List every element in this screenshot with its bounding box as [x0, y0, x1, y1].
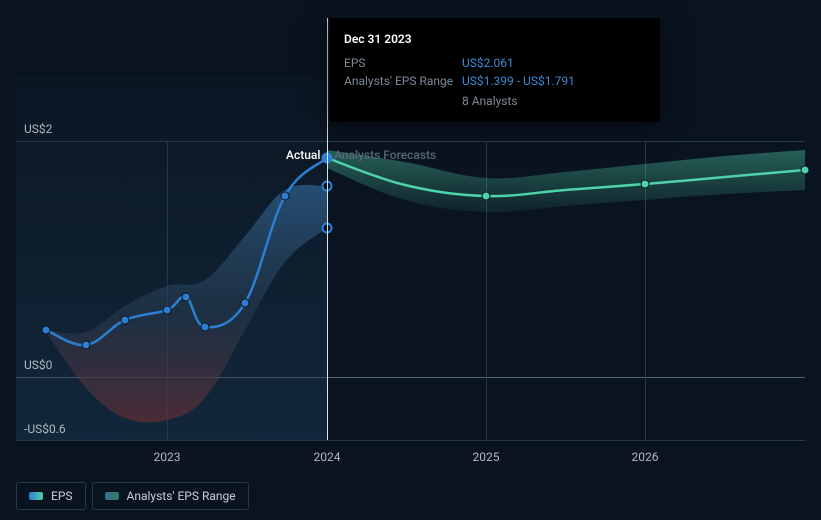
forecast-marker[interactable] [482, 192, 490, 200]
tooltip-date: Dec 31 2023 [344, 30, 646, 48]
eps-marker[interactable] [281, 192, 289, 200]
legend-item-eps[interactable]: EPS [16, 482, 86, 510]
legend-swatch-range [105, 492, 119, 500]
tooltip-value: US$1.399 - US$1.791 [462, 72, 575, 90]
y-tick-2: US$2 [24, 122, 52, 136]
eps-marker[interactable] [182, 293, 190, 301]
actual-label: Actual [286, 148, 320, 162]
legend-label: Analysts' EPS Range [127, 489, 236, 503]
tooltip-label: Analysts' EPS Range [344, 72, 462, 90]
eps-marker[interactable] [163, 306, 171, 314]
active-vertical-line [327, 18, 328, 440]
chart-tooltip: Dec 31 2023 EPS US$2.061 Analysts' EPS R… [330, 18, 660, 122]
tooltip-row-eps: EPS US$2.061 [344, 54, 646, 72]
x-tick-2025: 2025 [473, 450, 500, 464]
tooltip-value: US$2.061 [462, 54, 514, 72]
forecast-marker[interactable] [641, 180, 649, 188]
y-tick-0: US$0 [24, 358, 52, 372]
x-tick-2026: 2026 [632, 450, 659, 464]
forecast-label: Analysts Forecasts [334, 148, 436, 162]
tooltip-sub: 8 Analysts [462, 92, 646, 110]
eps-marker[interactable] [201, 323, 209, 331]
tooltip-label: EPS [344, 54, 462, 72]
x-tick-2024: 2024 [314, 450, 341, 464]
eps-marker[interactable] [121, 316, 129, 324]
eps-marker[interactable] [82, 341, 90, 349]
eps-marker[interactable] [42, 326, 50, 334]
tooltip-row-range: Analysts' EPS Range US$1.399 - US$1.791 [344, 72, 646, 90]
x-tick-2023: 2023 [154, 450, 181, 464]
eps-marker[interactable] [241, 299, 249, 307]
legend-swatch-eps [29, 492, 43, 500]
legend-label: EPS [51, 489, 73, 503]
legend-item-range[interactable]: Analysts' EPS Range [92, 482, 249, 510]
y-tick-neg: -US$0.6 [24, 422, 66, 436]
legend: EPS Analysts' EPS Range [16, 482, 249, 510]
forecast-marker[interactable] [801, 166, 809, 174]
